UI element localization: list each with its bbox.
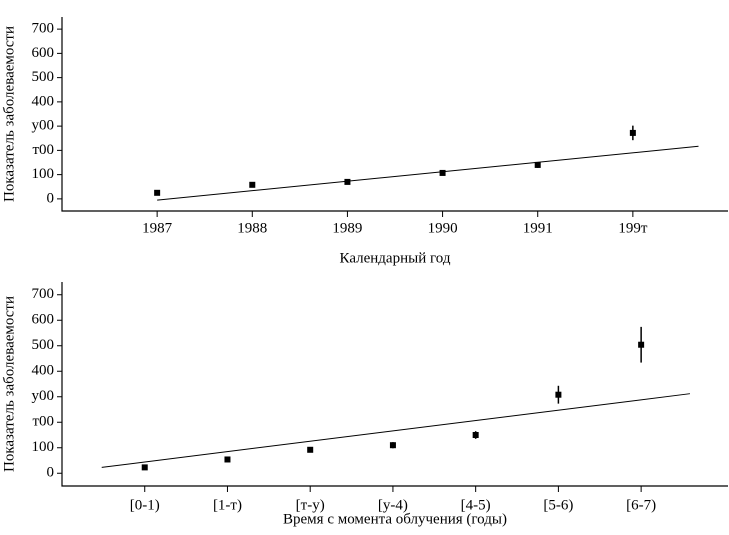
y-tick-label: т00 (32, 414, 54, 430)
y-axis-label: Показатель заболеваемости (1, 296, 17, 472)
x-tick-label: [6-7) (626, 497, 656, 513)
y-tick-label: у00 (32, 388, 55, 404)
y-tick-label: 100 (32, 439, 55, 455)
point (389, 442, 396, 449)
y-tick-label: 100 (32, 166, 55, 182)
point (141, 464, 148, 471)
x-tick-label: [5-6) (543, 497, 573, 513)
x-axis-label: Время с момента облучения (годы) (283, 511, 507, 527)
y-tick-label: 400 (32, 363, 55, 379)
x-tick-label: [т-у) (296, 497, 325, 513)
x-tick-label: 1990 (428, 220, 458, 236)
point (154, 189, 161, 196)
y-tick-label: 600 (32, 45, 55, 61)
axes (61, 282, 728, 487)
y-tick-label: 0 (47, 190, 55, 206)
point (629, 129, 636, 136)
x-tick-label: [0-1) (130, 497, 160, 513)
point (224, 456, 231, 463)
point (555, 391, 562, 398)
x-axis-label: Календарный год (340, 250, 451, 266)
x-tick-label: 1991 (523, 220, 553, 236)
x-tick-label: 1989 (332, 220, 362, 236)
y-tick-label: 700 (32, 21, 55, 37)
y-tick-label: 600 (32, 312, 55, 328)
point (439, 169, 446, 176)
y-tick-label: 500 (32, 337, 55, 353)
point (344, 178, 351, 185)
y-tick-label: т00 (32, 142, 54, 158)
y-tick-label: 500 (32, 69, 55, 85)
point (307, 446, 314, 453)
x-tick-label: [4-5) (461, 497, 491, 513)
x-tick-label: [у-4) (378, 497, 408, 513)
x-tick-label: 199т (618, 220, 648, 236)
y-tick-label: 0 (47, 465, 55, 481)
point (638, 341, 645, 348)
y-axis-label: Показатель заболеваемости (1, 26, 17, 202)
y-tick-label: 700 (32, 286, 55, 302)
x-tick-label: 1988 (237, 220, 267, 236)
point (472, 432, 479, 438)
point (534, 161, 541, 168)
fit-line (101, 393, 691, 468)
y-tick-label: у00 (32, 118, 55, 134)
point (249, 181, 256, 188)
x-tick-label: [1-т) (213, 497, 242, 513)
fit-line (157, 145, 699, 201)
axes (61, 17, 728, 212)
y-tick-label: 400 (32, 93, 55, 109)
x-tick-label: 1987 (142, 220, 173, 236)
